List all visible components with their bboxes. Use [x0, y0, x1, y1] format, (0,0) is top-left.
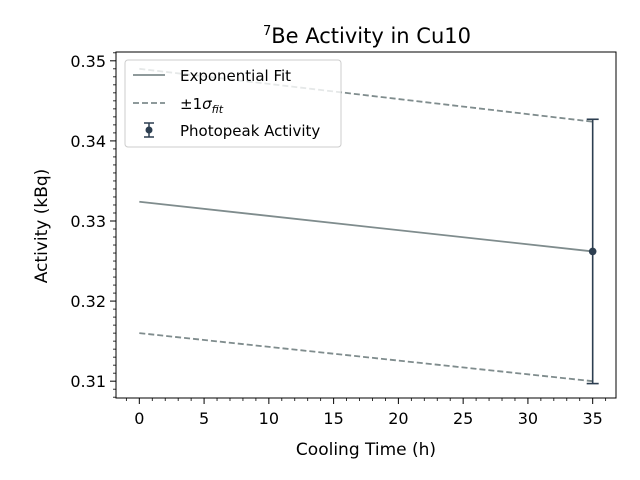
- title-superscript: 7: [263, 24, 271, 39]
- y-tick-label: 0.33: [70, 212, 106, 231]
- legend-sigma-label: ±1σfit: [180, 95, 224, 116]
- title-main: Be Activity in Cu10: [271, 24, 471, 48]
- x-tick-label: 15: [323, 409, 343, 428]
- x-axis-ticks: 0 5 10 15 20 25 30 35: [125, 398, 607, 428]
- y-axis-ticks: 0.31 0.32 0.33 0.34 0.35: [70, 52, 116, 398]
- chart-title: 7Be Activity in Cu10: [263, 24, 471, 48]
- x-tick-label: 5: [199, 409, 209, 428]
- legend-sigma-subscript: fit: [212, 103, 224, 116]
- x-tick-label: 30: [518, 409, 538, 428]
- x-axis-label: Cooling Time (h): [296, 440, 436, 460]
- legend-sigma-symbol: σ: [202, 95, 212, 113]
- legend-sigma-prefix: ±1: [180, 95, 202, 113]
- x-tick-label: 0: [134, 409, 144, 428]
- y-axis-label: Activity (kBq): [32, 169, 52, 284]
- legend: Exponential Fit ±1σfit Photopeak Activit…: [124, 59, 342, 148]
- x-tick-label: 25: [453, 409, 473, 428]
- y-tick-label: 0.31: [70, 372, 106, 391]
- legend-fit-label: Exponential Fit: [180, 67, 291, 85]
- data-point: [588, 247, 597, 256]
- legend-box: [124, 59, 342, 148]
- y-tick-label: 0.34: [70, 132, 106, 151]
- y-tick-label: 0.35: [70, 52, 106, 71]
- fit-line: [139, 200, 593, 253]
- x-tick-label: 10: [259, 409, 279, 428]
- legend-data-label: Photopeak Activity: [180, 122, 320, 140]
- sigma-lower-line: [139, 332, 593, 383]
- x-tick-label: 35: [583, 409, 603, 428]
- x-tick-label: 20: [388, 409, 408, 428]
- plot-frame: [115, 51, 617, 399]
- y-tick-label: 0.32: [70, 292, 106, 311]
- legend-marker: [145, 126, 153, 134]
